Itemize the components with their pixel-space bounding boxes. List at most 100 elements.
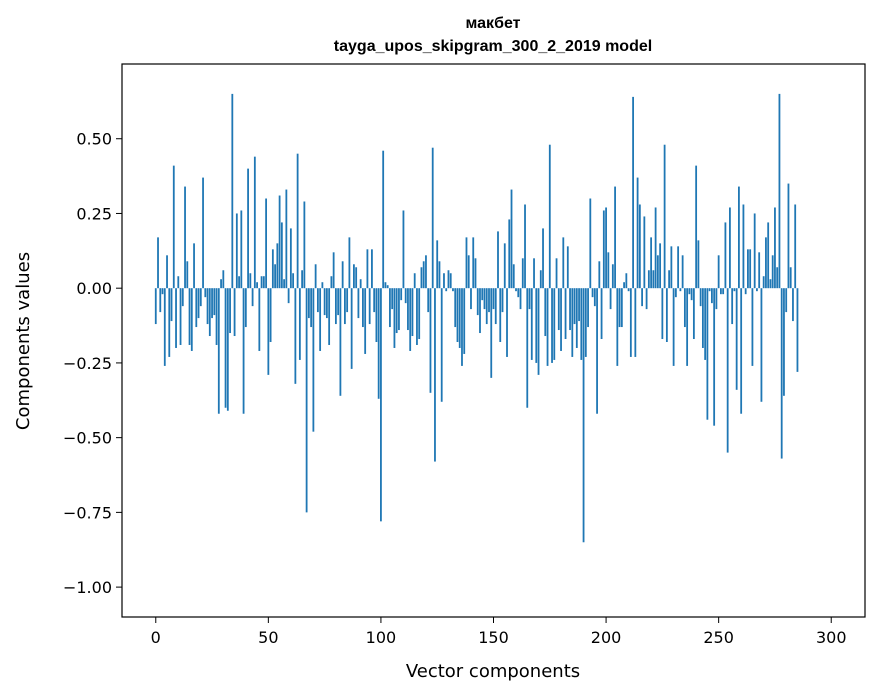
bar-277 (778, 93, 781, 289)
bar-112 (407, 288, 409, 331)
bar-24 (208, 288, 211, 337)
y-tick-label: −0.50 (63, 429, 112, 448)
bar-143 (476, 288, 479, 316)
x-tick-label: 0 (151, 628, 161, 647)
bar-76 (325, 288, 328, 319)
bar-129 (445, 288, 448, 292)
bar-284 (794, 204, 797, 289)
bar-150 (492, 288, 495, 310)
bar-207 (620, 288, 623, 328)
bar-163 (521, 258, 524, 289)
bar-247 (711, 288, 713, 304)
bar-138 (465, 237, 468, 289)
bar-225 (661, 288, 664, 340)
bar-285 (796, 288, 799, 372)
bar-79 (332, 252, 335, 289)
bar-268 (758, 252, 761, 289)
bar-175 (548, 144, 551, 289)
bar-203 (611, 264, 614, 289)
bar-7 (170, 288, 173, 322)
bar-34 (231, 93, 234, 289)
bar-158 (510, 189, 513, 289)
bar-26 (213, 288, 216, 316)
bar-131 (449, 273, 452, 289)
y-tick-label: −0.75 (63, 503, 112, 522)
bar-39 (242, 288, 245, 414)
bar-189 (580, 288, 583, 360)
bar-182 (564, 288, 567, 340)
bar-274 (771, 255, 774, 289)
bar-92 (362, 288, 364, 328)
bar-14 (186, 261, 189, 289)
bar-71 (314, 264, 317, 289)
bar-160 (515, 288, 517, 292)
bar-261 (742, 204, 745, 289)
bar-104 (389, 288, 391, 328)
bar-31 (224, 288, 227, 408)
bar-147 (485, 288, 488, 325)
bar-171 (539, 270, 542, 289)
bar-4 (163, 288, 166, 366)
bar-60 (289, 228, 292, 289)
bar-81 (337, 288, 340, 316)
bar-97 (373, 288, 376, 313)
bar-276 (776, 267, 779, 289)
bar-161 (517, 288, 520, 298)
bar-167 (530, 288, 533, 360)
bar-270 (762, 276, 765, 289)
bar-146 (483, 288, 486, 310)
bar-230 (672, 288, 675, 366)
bar-0 (154, 288, 157, 325)
bar-283 (792, 288, 794, 322)
bar-56 (280, 222, 283, 289)
bar-229 (670, 246, 673, 289)
bar-130 (447, 270, 450, 289)
bar-151 (494, 288, 497, 325)
bar-145 (481, 288, 484, 301)
bar-259 (738, 186, 740, 289)
bar-254 (726, 288, 729, 453)
bar-18 (195, 288, 198, 328)
bar-252 (722, 288, 725, 295)
bar-113 (409, 288, 412, 351)
bar-213 (634, 288, 637, 357)
bar-255 (729, 207, 731, 289)
bar-153 (499, 288, 502, 342)
bar-35 (233, 288, 236, 337)
bar-121 (427, 288, 430, 313)
bar-226 (663, 144, 666, 289)
bar-208 (623, 282, 625, 289)
bar-36 (235, 213, 238, 289)
bar-173 (544, 288, 547, 337)
bar-192 (587, 288, 589, 328)
bar-157 (508, 219, 511, 289)
y-tick-label: 0.25 (76, 204, 112, 223)
bar-181 (562, 237, 565, 289)
bar-137 (463, 288, 466, 354)
bar-20 (199, 288, 202, 307)
bar-240 (695, 165, 698, 289)
bar-200 (605, 207, 607, 289)
bar-179 (557, 288, 560, 331)
bar-98 (375, 288, 378, 342)
bar-269 (760, 288, 763, 402)
bar-110 (402, 210, 405, 289)
bar-44 (253, 156, 256, 289)
bar-222 (654, 207, 657, 289)
bar-128 (443, 273, 445, 289)
bar-10 (177, 276, 180, 289)
bar-215 (638, 204, 641, 289)
bar-165 (526, 288, 529, 408)
bar-94 (366, 249, 369, 289)
bar-212 (632, 96, 634, 289)
bar-28 (217, 288, 220, 414)
bar-241 (697, 240, 700, 289)
bar-99 (377, 288, 380, 399)
bar-8 (172, 165, 175, 289)
bar-249 (715, 288, 718, 310)
bar-27 (215, 288, 218, 345)
bar-170 (537, 288, 540, 375)
bar-17 (193, 243, 195, 289)
y-axis-ticks: 0.50 0.25 0.00 −0.25 −0.50 −0.75 −1.00 (63, 130, 122, 597)
bar-55 (278, 195, 281, 289)
